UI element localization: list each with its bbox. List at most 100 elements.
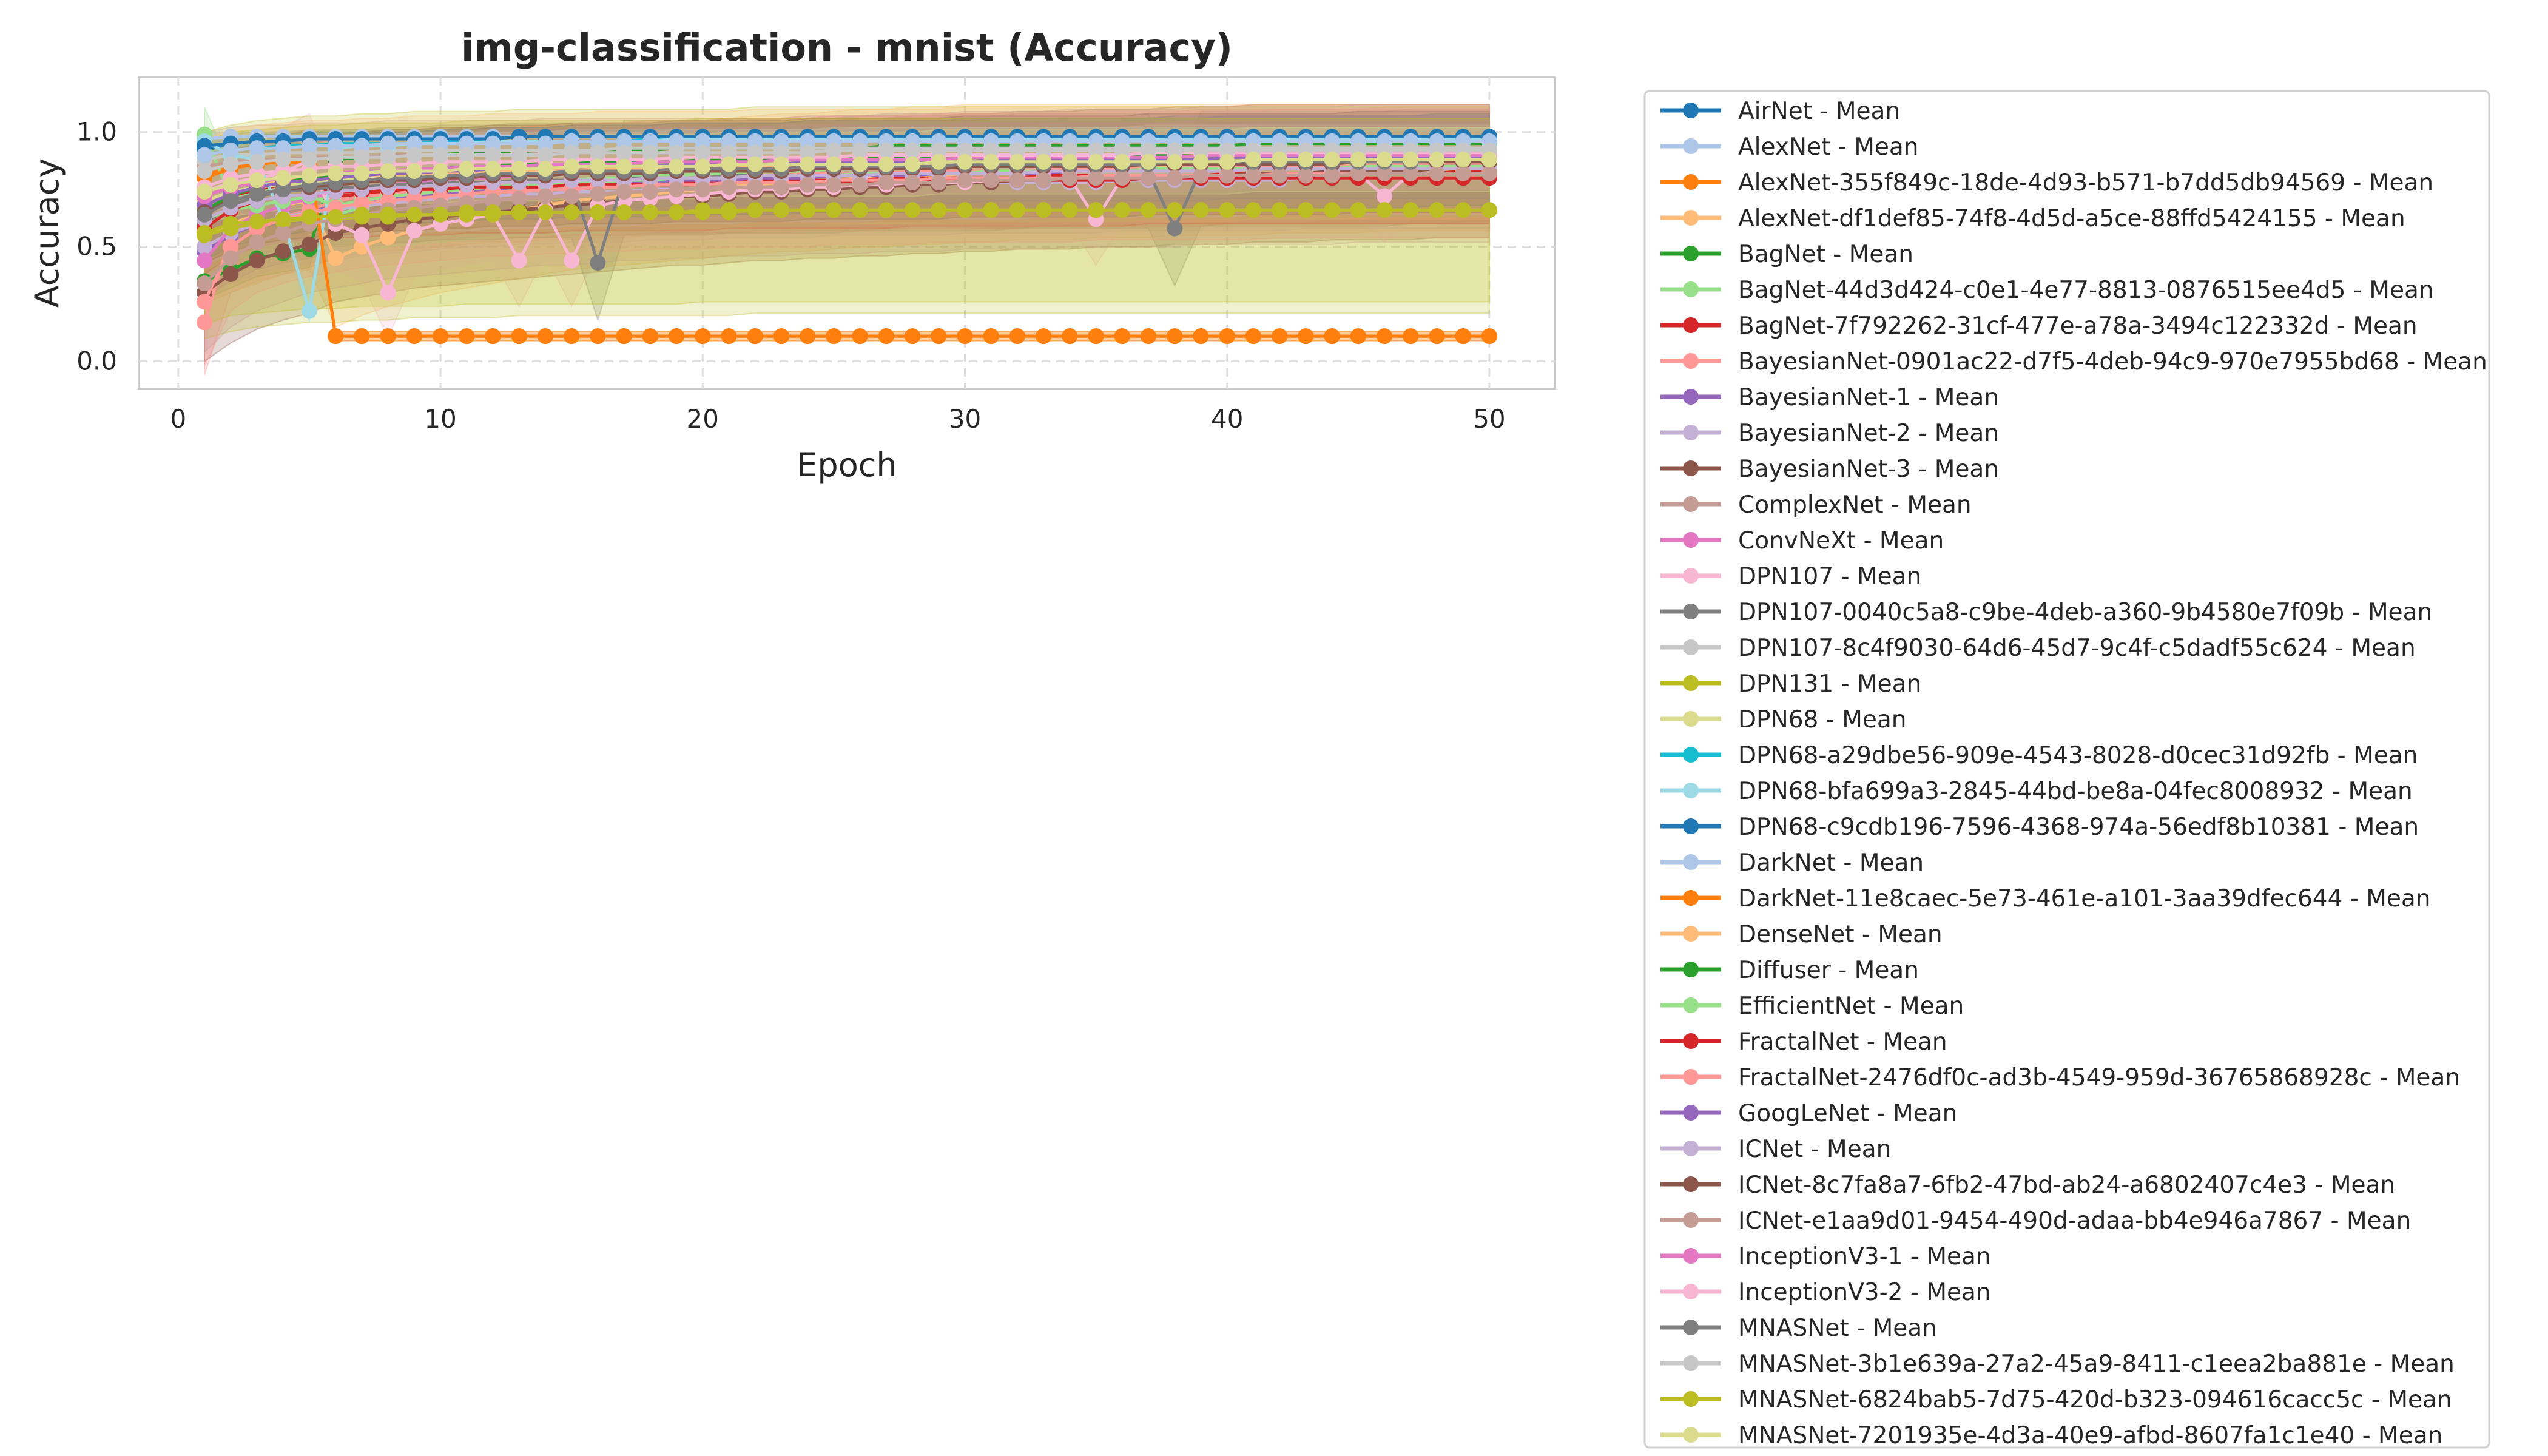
data-point bbox=[1088, 142, 1104, 158]
data-point bbox=[537, 147, 553, 163]
legend-swatch-marker bbox=[1683, 1105, 1699, 1121]
data-point bbox=[1114, 153, 1130, 170]
data-point bbox=[380, 163, 396, 179]
data-point bbox=[800, 328, 816, 345]
data-point bbox=[1481, 202, 1497, 218]
data-point bbox=[459, 161, 475, 177]
data-point bbox=[1298, 202, 1314, 218]
data-point bbox=[642, 204, 658, 220]
data-point bbox=[931, 174, 947, 190]
data-point bbox=[197, 238, 213, 255]
data-point bbox=[1193, 167, 1209, 184]
data-point bbox=[223, 238, 239, 255]
data-point bbox=[1429, 328, 1445, 345]
data-point bbox=[197, 294, 213, 310]
data-point bbox=[957, 202, 973, 218]
data-point bbox=[590, 255, 606, 271]
data-point bbox=[275, 170, 291, 186]
data-point bbox=[1167, 220, 1183, 237]
data-point bbox=[328, 328, 344, 345]
data-point bbox=[773, 328, 789, 345]
data-point bbox=[433, 206, 449, 223]
legend-label: MNASNet - Mean bbox=[1738, 1315, 1937, 1342]
data-point bbox=[406, 206, 422, 223]
legend-item: ComplexNet - Mean bbox=[1660, 491, 1972, 519]
data-point bbox=[1062, 170, 1078, 186]
data-point bbox=[878, 202, 894, 218]
data-point bbox=[1403, 165, 1419, 181]
legend-item: ConvNeXt - Mean bbox=[1660, 527, 1944, 554]
data-point bbox=[957, 153, 973, 170]
data-point bbox=[537, 328, 553, 345]
data-point bbox=[616, 328, 632, 345]
legend-item: MNASNet-3b1e639a-27a2-45a9-8411-c1eea2ba… bbox=[1660, 1350, 2455, 1378]
legend-swatch-marker bbox=[1683, 425, 1699, 440]
legend-label: BayesianNet-1 - Mean bbox=[1738, 384, 1999, 411]
data-point bbox=[301, 303, 317, 319]
data-point bbox=[590, 158, 606, 175]
legend-label: BayesianNet-2 - Mean bbox=[1738, 420, 1999, 447]
series-lines bbox=[197, 126, 1497, 345]
data-point bbox=[564, 204, 580, 220]
legend-swatch-marker bbox=[1683, 711, 1699, 727]
data-point bbox=[1272, 202, 1288, 218]
data-point bbox=[223, 156, 239, 172]
legend-item: DPN68-bfa699a3-2845-44bd-be8a-04fec80089… bbox=[1660, 778, 2413, 805]
data-point bbox=[905, 202, 921, 218]
data-point bbox=[1088, 202, 1104, 218]
legend-swatch-marker bbox=[1683, 568, 1699, 584]
data-point bbox=[380, 206, 396, 223]
legend-swatch-marker bbox=[1683, 1355, 1699, 1371]
legend-item: DPN107-8c4f9030-64d6-45d7-9c4f-c5dadf55c… bbox=[1660, 635, 2416, 662]
data-point bbox=[1036, 328, 1052, 345]
legend-swatch-marker bbox=[1683, 854, 1699, 870]
legend-item: DPN68-a29dbe56-909e-4543-8028-d0cec31d92… bbox=[1660, 742, 2418, 769]
legend-swatch-marker bbox=[1683, 1141, 1699, 1156]
data-point bbox=[275, 140, 291, 157]
data-point bbox=[669, 181, 685, 198]
data-point bbox=[1377, 328, 1393, 345]
legend-item: AlexNet-355f849c-18de-4d93-b571-b7dd5db9… bbox=[1660, 169, 2433, 197]
data-point bbox=[1481, 152, 1497, 168]
data-point bbox=[590, 186, 606, 202]
data-point bbox=[459, 204, 475, 220]
data-point bbox=[301, 138, 317, 154]
data-point bbox=[1088, 153, 1104, 170]
data-point bbox=[983, 153, 999, 170]
data-point bbox=[1036, 202, 1052, 218]
data-point bbox=[1167, 202, 1183, 218]
data-point bbox=[459, 135, 475, 152]
data-point bbox=[1141, 202, 1157, 218]
legend-swatch-marker bbox=[1683, 1212, 1699, 1228]
data-point bbox=[197, 147, 213, 163]
data-point bbox=[537, 161, 553, 177]
legend-swatch-marker bbox=[1683, 138, 1699, 154]
data-point bbox=[1324, 167, 1340, 184]
data-point bbox=[721, 156, 737, 172]
data-point bbox=[826, 156, 842, 172]
legend-item: FractalNet-2476df0c-ad3b-4549-959d-36765… bbox=[1660, 1064, 2460, 1091]
data-point bbox=[616, 144, 632, 161]
legend-label: InceptionV3-1 - Mean bbox=[1738, 1243, 1991, 1270]
data-point bbox=[537, 204, 553, 220]
data-point bbox=[1403, 152, 1419, 168]
data-point bbox=[511, 252, 527, 269]
data-point bbox=[249, 140, 265, 157]
data-point bbox=[564, 133, 580, 149]
legend-label: MNASNet-6824bab5-7d75-420d-b323-094616ca… bbox=[1738, 1386, 2452, 1414]
data-point bbox=[1114, 170, 1130, 186]
data-point bbox=[1009, 153, 1025, 170]
data-point bbox=[275, 181, 291, 198]
legend-label: AirNet - Mean bbox=[1738, 98, 1900, 125]
legend-label: ConvNeXt - Mean bbox=[1738, 527, 1944, 554]
data-point bbox=[642, 133, 658, 149]
y-tick-label: 0.5 bbox=[76, 232, 117, 261]
data-point bbox=[1481, 165, 1497, 181]
data-point bbox=[590, 144, 606, 161]
data-point bbox=[721, 202, 737, 218]
legend-item: BagNet-44d3d424-c0e1-4e77-8813-0876515ee… bbox=[1660, 277, 2434, 304]
data-point bbox=[747, 133, 763, 149]
legend-item: MNASNet-6824bab5-7d75-420d-b323-094616ca… bbox=[1660, 1386, 2452, 1414]
data-point bbox=[1298, 152, 1314, 168]
